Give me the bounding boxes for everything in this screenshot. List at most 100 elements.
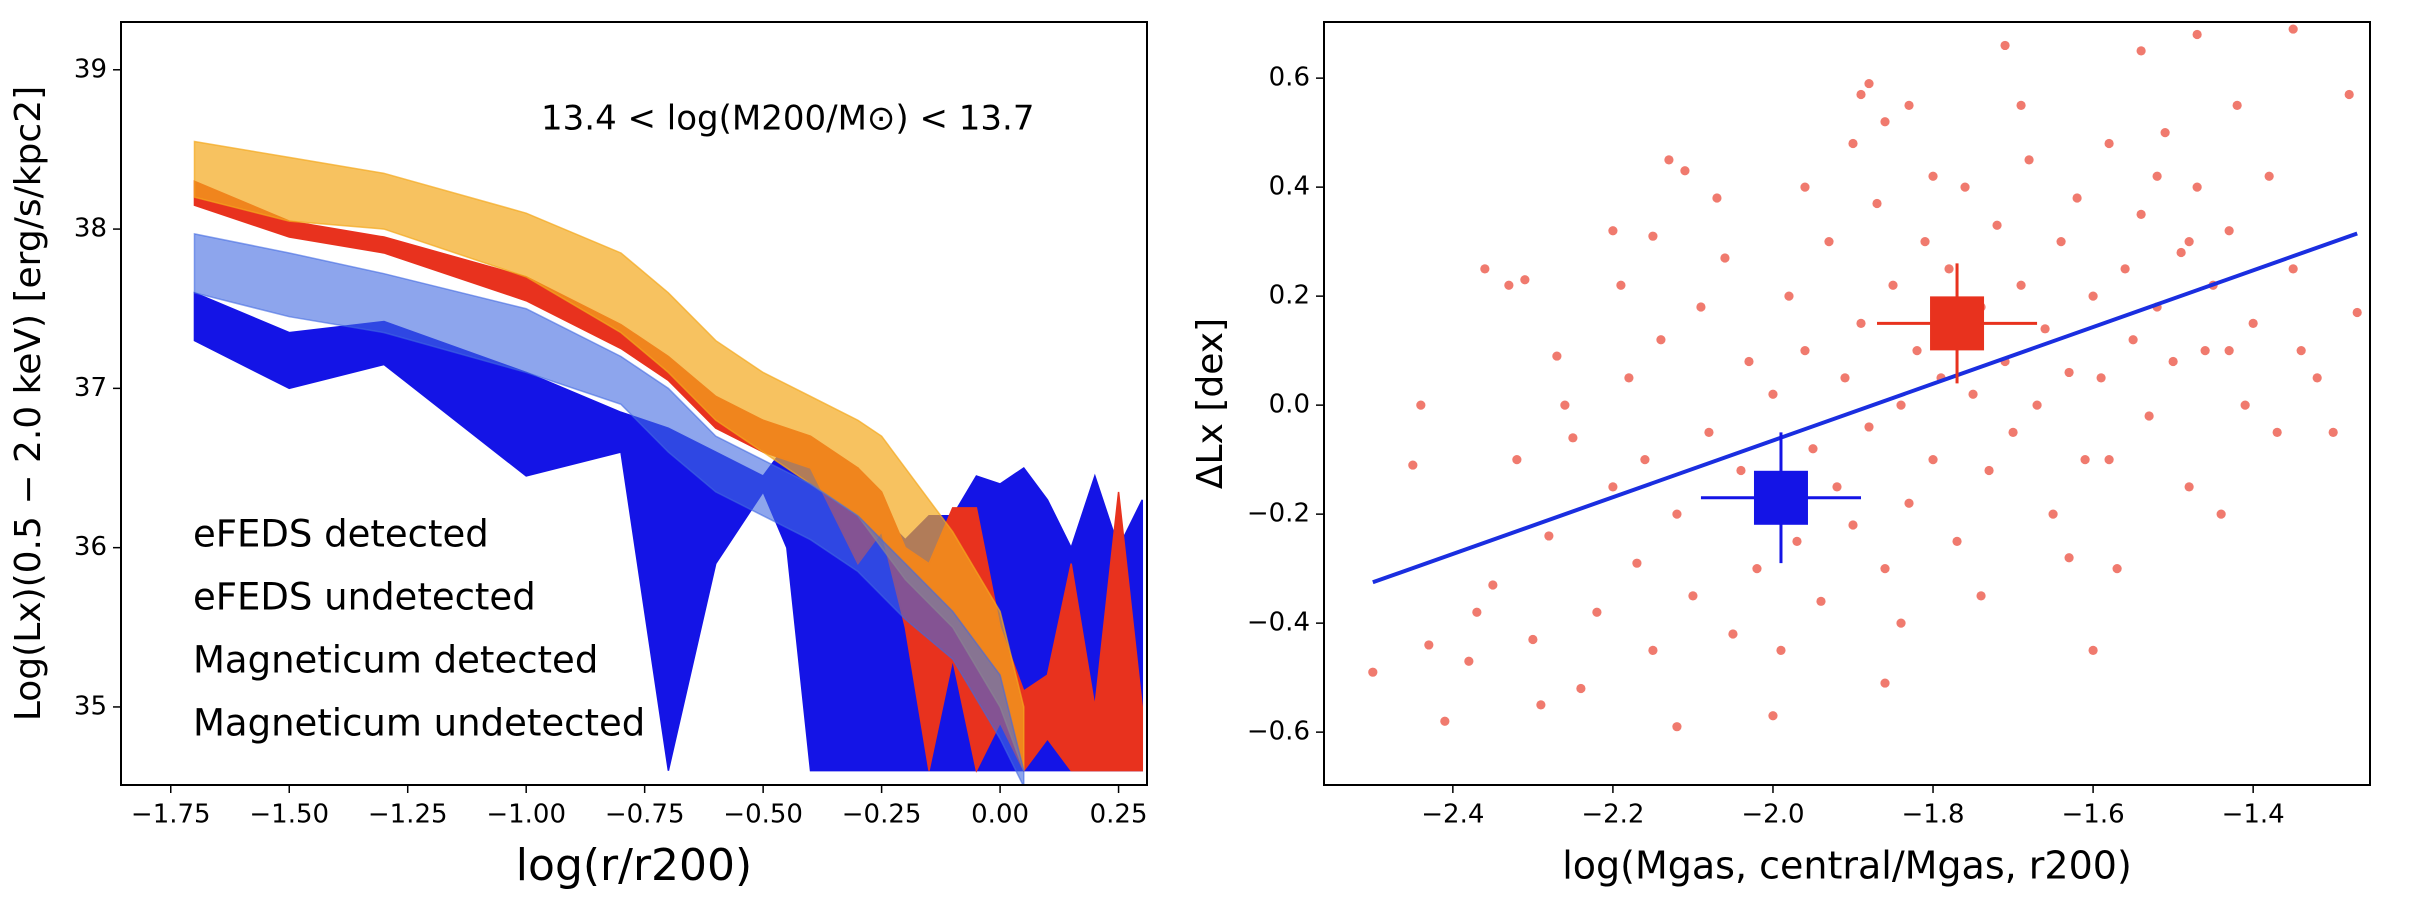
point bbox=[2352, 307, 2362, 318]
point bbox=[2048, 509, 2058, 519]
point bbox=[2264, 171, 2274, 181]
point bbox=[1536, 700, 1546, 710]
plot-area bbox=[1368, 24, 2362, 732]
point bbox=[1520, 275, 1530, 285]
point bbox=[2296, 346, 2306, 356]
point bbox=[1856, 318, 1866, 328]
point bbox=[1984, 465, 1994, 476]
x-tick-label: −2.0 bbox=[1741, 800, 1804, 830]
annotation: 13.4 < log(M200/M⊙) < 13.7 bbox=[541, 99, 1034, 139]
x-tick-label: 0.25 bbox=[1090, 800, 1148, 830]
point bbox=[2056, 237, 2066, 247]
point bbox=[1960, 182, 1970, 192]
point bbox=[1424, 640, 1434, 650]
point bbox=[2272, 427, 2282, 437]
point bbox=[1464, 656, 1474, 666]
point bbox=[1752, 564, 1762, 574]
point bbox=[1672, 509, 1682, 519]
plot-area bbox=[193, 140, 1144, 785]
point bbox=[1992, 220, 2002, 230]
point bbox=[1800, 182, 1810, 192]
point bbox=[1504, 280, 1514, 290]
point bbox=[1592, 607, 1602, 617]
point bbox=[1728, 629, 1738, 639]
point bbox=[2344, 89, 2354, 100]
point bbox=[2032, 400, 2042, 410]
point bbox=[1576, 683, 1586, 694]
point bbox=[2144, 411, 2154, 421]
point bbox=[1680, 166, 1690, 176]
x-axis-label: log(r/r200) bbox=[516, 840, 752, 891]
y-tick-label: 38 bbox=[74, 214, 107, 244]
point bbox=[1616, 280, 1626, 290]
point bbox=[1856, 89, 1866, 100]
point bbox=[1648, 645, 1658, 655]
point bbox=[1896, 400, 1906, 410]
point bbox=[2328, 427, 2338, 437]
y-tick-label: 0.0 bbox=[1269, 390, 1310, 420]
x-tick-label: −1.25 bbox=[368, 800, 448, 830]
point bbox=[1784, 291, 1794, 301]
y-tick-label: 36 bbox=[74, 532, 107, 562]
point bbox=[2160, 128, 2170, 138]
point bbox=[2024, 155, 2034, 165]
point bbox=[1808, 444, 1818, 454]
x-tick-label: −2.2 bbox=[1581, 800, 1644, 830]
point bbox=[2192, 182, 2202, 192]
point bbox=[2136, 46, 2146, 56]
point bbox=[1480, 264, 1490, 274]
point bbox=[1736, 465, 1746, 476]
point bbox=[1864, 422, 1874, 432]
legend-label: Magneticum undetected bbox=[193, 702, 645, 745]
point bbox=[1864, 78, 1874, 89]
point bbox=[1968, 389, 1978, 399]
point bbox=[1720, 253, 1730, 263]
point bbox=[2016, 100, 2026, 110]
point bbox=[1744, 356, 1754, 367]
point bbox=[1512, 455, 1522, 465]
point bbox=[1608, 226, 1618, 236]
point bbox=[2216, 509, 2226, 519]
point bbox=[1848, 520, 1858, 530]
axes-frame bbox=[1323, 21, 2371, 786]
point bbox=[2088, 645, 2098, 655]
point bbox=[1568, 433, 1578, 443]
point bbox=[1608, 482, 1618, 492]
point bbox=[2072, 193, 2082, 203]
x-tick-label: 0.00 bbox=[971, 800, 1029, 830]
point bbox=[1768, 389, 1778, 399]
point bbox=[1552, 351, 1562, 361]
point bbox=[1712, 193, 1722, 203]
point bbox=[2112, 564, 2122, 574]
x-tick-label: −0.50 bbox=[723, 800, 803, 830]
y-tick-label: 39 bbox=[74, 54, 107, 84]
point bbox=[2312, 373, 2322, 383]
point bbox=[1896, 618, 1906, 628]
y-tick-label: 35 bbox=[74, 691, 107, 721]
x-tick-label: −1.00 bbox=[486, 800, 566, 830]
point bbox=[1416, 400, 1426, 410]
point bbox=[2088, 291, 2098, 301]
point bbox=[1840, 373, 1850, 383]
point bbox=[1408, 460, 1418, 470]
point bbox=[1976, 591, 1986, 601]
point bbox=[2000, 40, 2010, 51]
point bbox=[1904, 100, 1914, 110]
point bbox=[1888, 280, 1898, 290]
point bbox=[1472, 607, 1482, 617]
point bbox=[1656, 335, 1666, 345]
point bbox=[2224, 226, 2234, 236]
point bbox=[2176, 247, 2186, 258]
point bbox=[1560, 400, 1570, 410]
y-tick-label: −0.6 bbox=[1247, 717, 1310, 747]
point bbox=[1904, 498, 1914, 508]
point bbox=[2064, 553, 2074, 563]
y-axis-label: Log(Lx)(0.5 − 2.0 keV) [erg/s/kpc2] bbox=[8, 86, 49, 721]
legend-label: eFEDS undetected bbox=[193, 576, 536, 619]
x-tick-label: −2.4 bbox=[1421, 800, 1484, 830]
point bbox=[2008, 427, 2018, 437]
point bbox=[1880, 117, 1890, 127]
point bbox=[2184, 482, 2194, 492]
x-tick-label: −1.8 bbox=[1901, 800, 1964, 830]
